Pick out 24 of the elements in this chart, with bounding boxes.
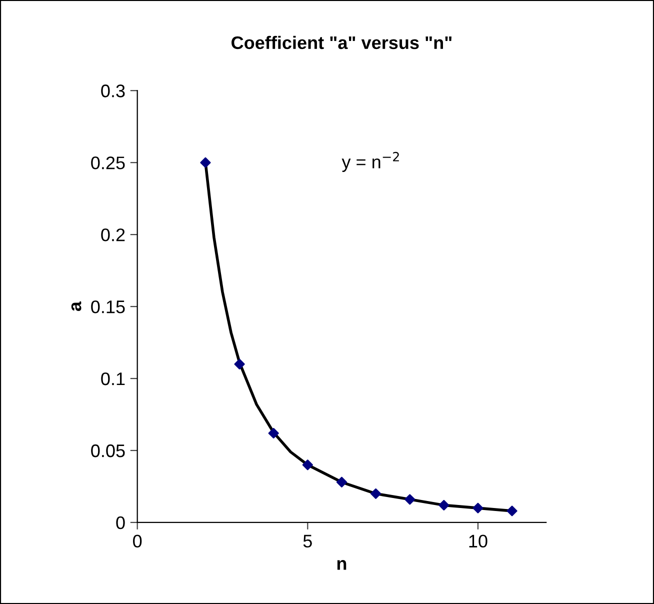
y-tick-label: 0.3	[101, 84, 125, 98]
x-tick-label: 0	[133, 534, 142, 548]
point	[506, 506, 518, 516]
point	[404, 494, 416, 505]
point	[336, 476, 348, 488]
point	[438, 500, 450, 510]
point	[268, 428, 279, 439]
chart-title: Coefficient "a" versus "n"	[232, 36, 452, 50]
point	[370, 488, 382, 499]
x-tick-label: 5	[303, 534, 312, 548]
point	[234, 358, 245, 370]
y-tick-label: 0.2	[101, 228, 125, 242]
point	[302, 460, 313, 470]
annotation: y = n$^{−2}$	[342, 152, 399, 172]
y-tick-label: 0.1	[101, 372, 125, 386]
x-tick-label: 10	[469, 534, 488, 548]
y-tick-label: 0.05	[91, 444, 125, 458]
y-tick-label: 0.25	[91, 156, 125, 170]
point	[472, 502, 484, 514]
y-tick-label: 0	[116, 516, 125, 530]
point	[200, 157, 211, 168]
x-axis-title: n	[337, 560, 346, 570]
y-axis-title: a	[71, 301, 82, 312]
y-tick-label: 0.15	[91, 300, 125, 314]
